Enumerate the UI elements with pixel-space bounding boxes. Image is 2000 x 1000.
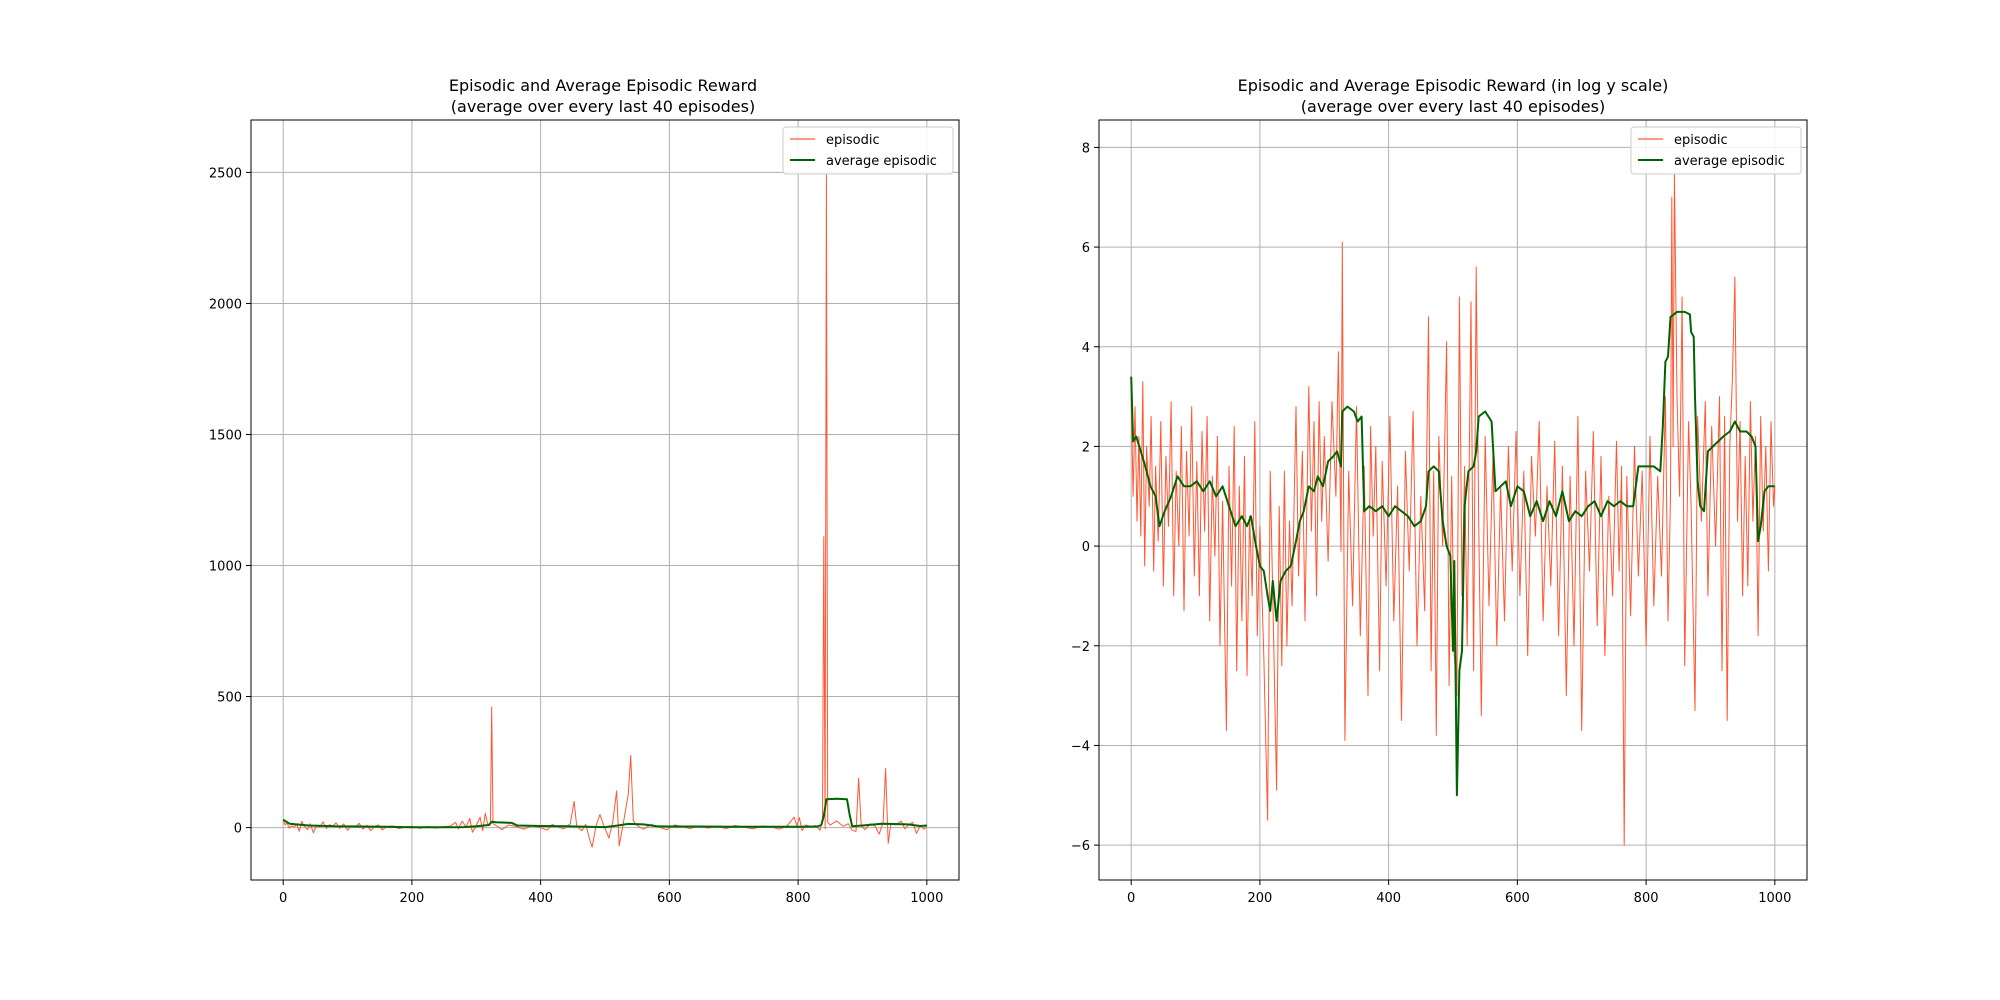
y-tick-label: 2 (1082, 440, 1090, 455)
legend-box (1630, 126, 1802, 175)
x-tick-label: 400 (528, 891, 553, 906)
x-tick-label: 600 (657, 891, 682, 906)
y-tick-label: 6 (1082, 241, 1090, 256)
chart-title-line2: (average over every last 40 episodes) (1301, 97, 1605, 116)
axes-frame (250, 119, 960, 881)
x-tick-label: 800 (1634, 891, 1659, 906)
chart-title-line1: Episodic and Average Episodic Reward (449, 76, 757, 95)
x-tick-label: 400 (1376, 891, 1401, 906)
x-tick-label: 600 (1505, 891, 1530, 906)
y-tick-label: 500 (217, 691, 242, 706)
y-tick-label: 0 (234, 822, 242, 837)
y-tick-label: −4 (1071, 739, 1090, 754)
y-tick-label: 0 (1082, 540, 1090, 555)
tick-group: 0 200 400 600 800 1000 −6 −4 −2 0 2 4 6 8 (1071, 141, 1792, 906)
x-tick-label: 1000 (910, 891, 943, 906)
chart-episodic-reward: Episodic and Average Episodic Reward (av… (209, 76, 960, 906)
legend: episodic average episodic (782, 126, 954, 175)
y-tick-label: 4 (1082, 341, 1090, 356)
chart-title-line1: Episodic and Average Episodic Reward (in… (1238, 76, 1669, 95)
y-tick-label: 2500 (209, 166, 242, 181)
tick-group: 0 200 400 600 800 1000 0 500 1000 1500 2000 2500 (209, 166, 943, 906)
x-tick-label: 800 (786, 891, 811, 906)
y-tick-label: 2000 (209, 297, 242, 312)
legend-label-average: average episodic (826, 154, 937, 169)
legend: episodic average episodic (1630, 126, 1802, 175)
y-tick-label: 1000 (209, 560, 242, 575)
chart-title-line2: (average over every last 40 episodes) (451, 97, 755, 116)
series-line-average-episodic (1130, 310, 1775, 797)
y-tick-label: −2 (1071, 640, 1090, 655)
legend-box (782, 126, 954, 175)
legend-label-episodic: episodic (1674, 133, 1728, 148)
series-group (282, 171, 928, 848)
series-group (1130, 171, 1776, 846)
y-tick-label: 8 (1082, 141, 1090, 156)
x-tick-label: 200 (1247, 891, 1272, 906)
x-tick-label: 1000 (1758, 891, 1791, 906)
chart-episodic-reward-log: Episodic and Average Episodic Reward (in… (1071, 76, 1808, 906)
series-line-average-episodic (282, 797, 927, 829)
y-tick-label: 1500 (209, 428, 242, 443)
x-tick-label: 0 (279, 891, 287, 906)
x-tick-label: 200 (399, 891, 424, 906)
axes-frame (1098, 119, 1808, 881)
y-tick-label: −6 (1071, 839, 1090, 854)
legend-label-episodic: episodic (826, 133, 880, 148)
x-tick-label: 0 (1127, 891, 1135, 906)
legend-label-average: average episodic (1674, 154, 1785, 169)
